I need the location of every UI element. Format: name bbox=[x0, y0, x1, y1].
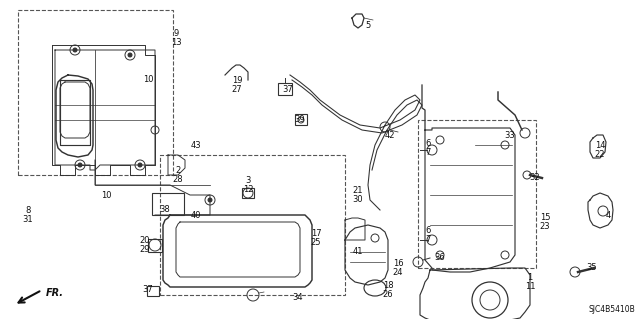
Bar bbox=[278, 83, 292, 95]
Text: 4: 4 bbox=[605, 211, 611, 219]
Text: 41: 41 bbox=[353, 248, 364, 256]
Text: 15
23: 15 23 bbox=[540, 213, 550, 231]
Circle shape bbox=[208, 198, 212, 202]
Text: 37: 37 bbox=[283, 85, 293, 94]
Text: 2
28: 2 28 bbox=[173, 166, 183, 184]
Bar bbox=[148, 239, 162, 252]
Bar bbox=[147, 286, 159, 296]
Text: 14
22: 14 22 bbox=[595, 141, 605, 160]
Text: 8
31: 8 31 bbox=[22, 206, 33, 224]
Text: 16
24: 16 24 bbox=[393, 259, 403, 277]
Text: 33: 33 bbox=[504, 130, 515, 139]
Text: 34: 34 bbox=[292, 293, 303, 301]
Text: 6
7: 6 7 bbox=[426, 226, 431, 244]
Text: 18
26: 18 26 bbox=[383, 281, 394, 299]
Bar bbox=[160, 155, 345, 295]
Text: 6
7: 6 7 bbox=[426, 139, 431, 157]
Text: 43: 43 bbox=[191, 140, 202, 150]
Bar bbox=[242, 188, 254, 198]
Text: 19
27: 19 27 bbox=[232, 76, 243, 94]
Text: 9
13: 9 13 bbox=[171, 29, 181, 47]
Text: FR.: FR. bbox=[46, 288, 64, 298]
Text: 37: 37 bbox=[143, 286, 154, 294]
Bar bbox=[295, 114, 307, 125]
Text: 40: 40 bbox=[191, 211, 201, 219]
Text: 38: 38 bbox=[159, 205, 170, 214]
Circle shape bbox=[138, 163, 142, 167]
Text: 10: 10 bbox=[100, 190, 111, 199]
Text: 32: 32 bbox=[530, 174, 540, 182]
Text: 10: 10 bbox=[143, 76, 153, 85]
Bar bbox=[18, 10, 173, 175]
Text: 17
25: 17 25 bbox=[310, 229, 321, 247]
Text: 20
29: 20 29 bbox=[140, 236, 150, 254]
Text: 5: 5 bbox=[365, 20, 371, 29]
Text: 42: 42 bbox=[385, 130, 396, 139]
Bar bbox=[152, 193, 184, 215]
Text: 3
12: 3 12 bbox=[243, 176, 253, 194]
Text: 39: 39 bbox=[294, 115, 305, 124]
Text: 36: 36 bbox=[435, 254, 445, 263]
Circle shape bbox=[73, 48, 77, 52]
Circle shape bbox=[128, 53, 132, 57]
Text: 21
30: 21 30 bbox=[353, 186, 364, 204]
Text: SJC4B5410B: SJC4B5410B bbox=[588, 305, 635, 314]
Text: 1
11: 1 11 bbox=[525, 273, 535, 291]
Bar bbox=[418, 120, 536, 268]
Circle shape bbox=[78, 163, 82, 167]
Text: 35: 35 bbox=[587, 263, 597, 272]
